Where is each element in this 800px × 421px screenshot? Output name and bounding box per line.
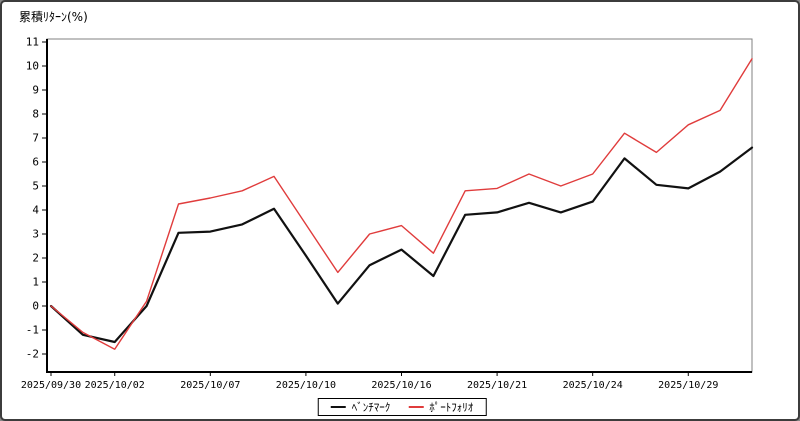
x-tick-label: 2025/10/10 [276, 380, 336, 391]
portfolio-line [50, 58, 753, 350]
x-tick-label: 2025/10/07 [180, 380, 240, 391]
x-tick-label: 2025/10/02 [85, 380, 145, 391]
y-tick-label: 8 [32, 108, 39, 121]
portfolio-line-swatch [408, 406, 424, 408]
legend-item-benchmark: ﾍﾞﾝﾁﾏｰｸ [330, 400, 391, 414]
x-tick-label: 2025/10/16 [371, 380, 431, 391]
x-tick-label: 2025/09/30 [21, 380, 81, 391]
y-tick-label: -2 [26, 348, 39, 361]
y-tick-label: 2 [32, 252, 39, 265]
legend-label-portfolio: ﾎﾟｰﾄﾌｫﾘｵ [429, 400, 474, 414]
legend: ﾍﾞﾝﾁﾏｰｸ ﾎﾟｰﾄﾌｫﾘｵ [317, 398, 487, 416]
benchmark-line [49, 146, 754, 344]
y-tick-label: 11 [26, 36, 39, 49]
x-tick-label: 2025/10/21 [467, 380, 527, 391]
y-tick-label: 0 [32, 300, 39, 313]
y-tick-label: 3 [32, 228, 39, 241]
y-tick-label: 9 [32, 84, 39, 97]
benchmark-line-swatch [330, 406, 346, 408]
legend-label-benchmark: ﾍﾞﾝﾁﾏｰｸ [351, 400, 391, 414]
y-tick-label: -1 [26, 324, 39, 337]
y-tick-label: 4 [32, 204, 39, 217]
y-tick-label: 7 [32, 132, 39, 145]
y-tick-label: 1 [32, 276, 39, 289]
chart-title: 累積ﾘﾀｰﾝ(%) [19, 10, 88, 24]
x-tick-label: 2025/10/24 [563, 380, 623, 391]
y-tick-label: 5 [32, 180, 39, 193]
plot-border [46, 38, 753, 373]
x-tick-label: 2025/10/29 [658, 380, 718, 391]
y-tick-label: 10 [26, 60, 39, 73]
legend-item-portfolio: ﾎﾟｰﾄﾌｫﾘｵ [408, 402, 473, 413]
y-tick-label: 6 [32, 156, 39, 169]
